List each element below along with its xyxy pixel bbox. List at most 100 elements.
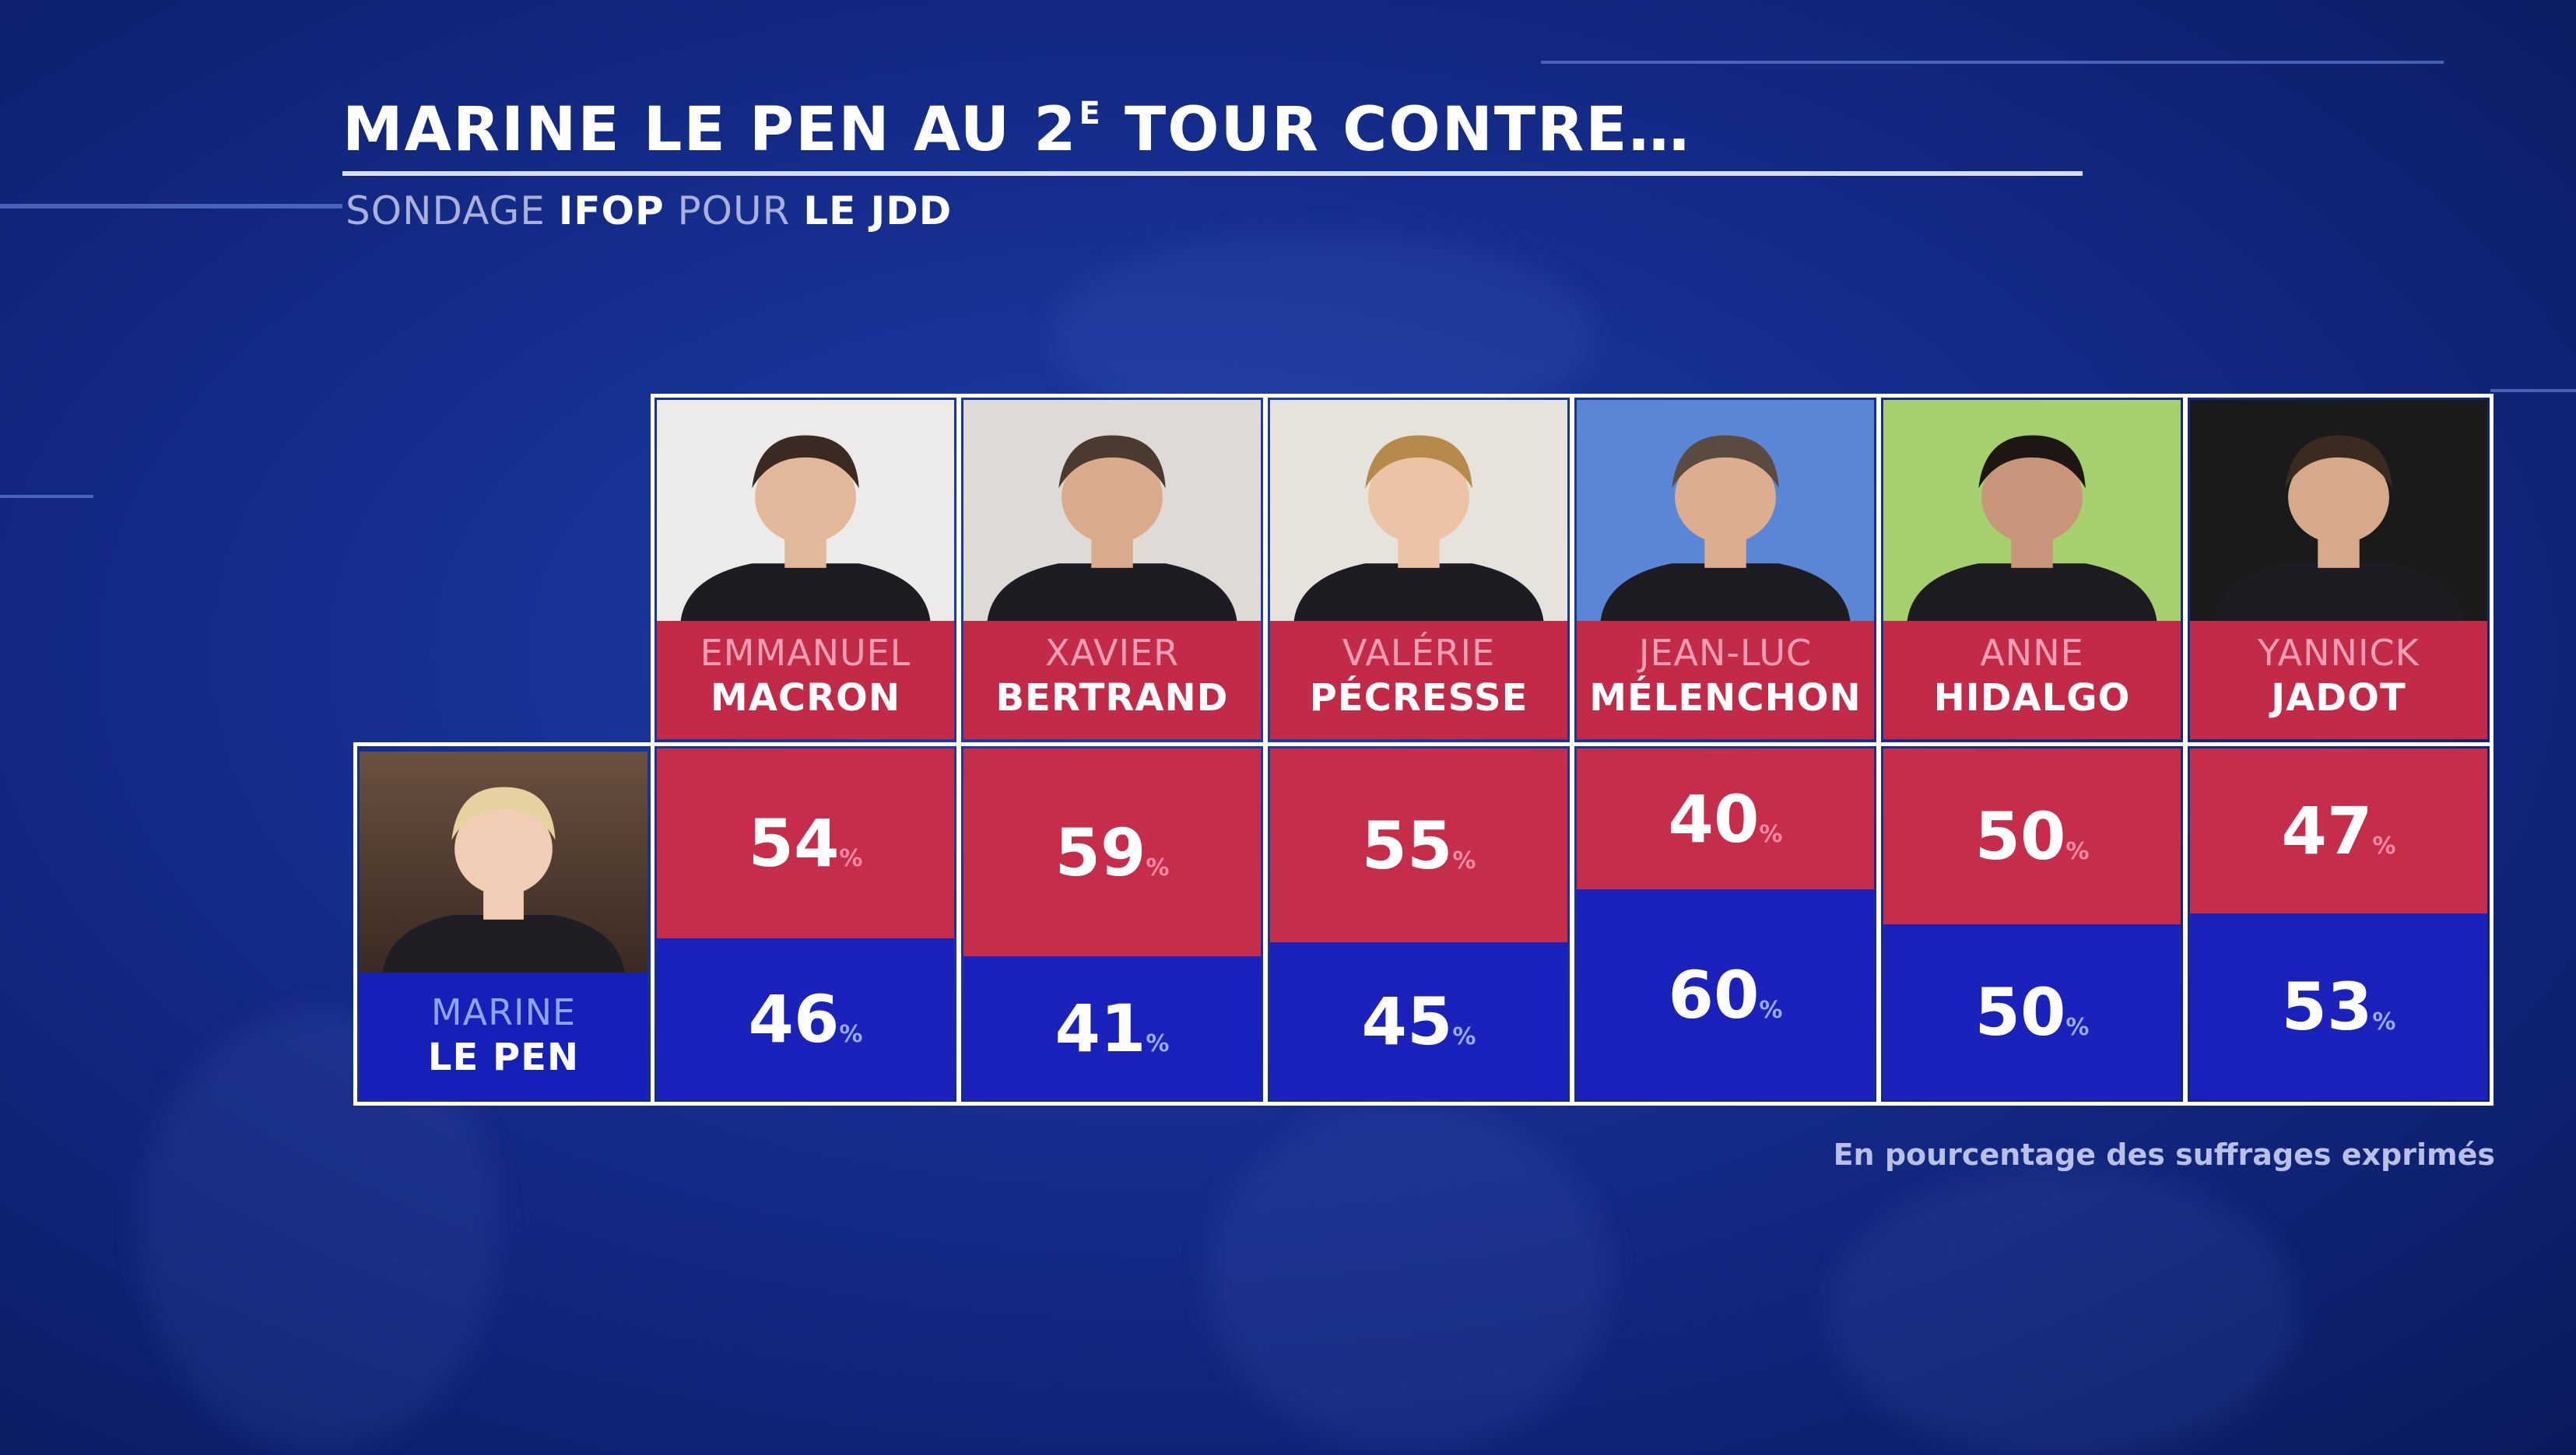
candidate-photo-le-pen bbox=[360, 752, 648, 973]
data-label-opponent-unit: % bbox=[2065, 838, 2090, 865]
candidate-last-name: PÉCRESSE bbox=[1309, 676, 1528, 720]
candidate-photo bbox=[963, 400, 1261, 621]
frame-divider bbox=[956, 394, 961, 1106]
candidate-first-name: ANNE bbox=[1980, 632, 2084, 674]
chart-subtitle: SONDAGE IFOP POUR LE JDD bbox=[346, 188, 952, 233]
candidate-photo bbox=[657, 400, 954, 621]
candidate-name: ANNE HIDALGO bbox=[1883, 621, 2181, 739]
data-label-le-pen: 53% bbox=[2190, 972, 2487, 1057]
data-label-le-pen-number: 46 bbox=[748, 981, 840, 1057]
candidate-last-name: MÉLENCHON bbox=[1589, 676, 1862, 720]
candidate-first-name: EMMANUEL bbox=[700, 632, 911, 674]
background-crowd-shape bbox=[1206, 1105, 1611, 1447]
data-label-opponent: 55% bbox=[1270, 811, 1567, 896]
data-label-le-pen-unit: % bbox=[2065, 1014, 2090, 1041]
subtitle-connector: POUR bbox=[664, 188, 804, 233]
frame-divider bbox=[1876, 394, 1881, 1106]
candidate-name: VALÉRIE PÉCRESSE bbox=[1270, 621, 1567, 739]
candidate-last-name: LE PEN bbox=[427, 1036, 580, 1079]
data-label-opponent-number: 55 bbox=[1361, 807, 1453, 884]
bar-opponent bbox=[2190, 749, 2487, 913]
bar-opponent bbox=[1577, 749, 1874, 889]
data-label-le-pen-number: 45 bbox=[1361, 983, 1453, 1060]
bar-opponent bbox=[1270, 749, 1567, 942]
background-rule-left bbox=[0, 204, 342, 209]
candidate-last-name: BERTRAND bbox=[995, 676, 1229, 720]
candidate-first-name: VALÉRIE bbox=[1342, 632, 1496, 674]
data-label-le-pen: 46% bbox=[657, 984, 954, 1070]
frame-right bbox=[2490, 394, 2494, 1106]
bar-le-pen bbox=[1270, 942, 1567, 1100]
background-crowd-shape bbox=[1829, 1167, 2296, 1455]
data-label-le-pen: 41% bbox=[963, 994, 1261, 1079]
candidate-first-name: YANNICK bbox=[2258, 632, 2420, 674]
data-label-opponent: 50% bbox=[1883, 801, 2181, 887]
candidate-photo bbox=[1883, 400, 2181, 621]
data-label-le-pen-number: 50 bbox=[1974, 974, 2066, 1050]
background-rule-short bbox=[0, 495, 93, 498]
data-label-opponent-number: 50 bbox=[1974, 798, 2066, 875]
data-label-opponent-unit: % bbox=[1759, 820, 1783, 848]
chart-title: MARINE LE PEN AU 2E TOUR CONTRE… bbox=[342, 95, 1690, 165]
data-label-opponent-number: 47 bbox=[2281, 793, 2373, 869]
subtitle-source: IFOP bbox=[558, 188, 665, 233]
data-label-opponent-number: 54 bbox=[748, 805, 840, 882]
frame-bottom bbox=[353, 1102, 2494, 1106]
data-label-opponent-number: 40 bbox=[1668, 780, 1760, 857]
title-main: MARINE LE PEN AU 2 bbox=[342, 95, 1078, 165]
data-label-le-pen-number: 60 bbox=[1668, 956, 1760, 1033]
background-rule-top bbox=[1541, 61, 2444, 64]
data-label-opponent: 54% bbox=[657, 808, 954, 894]
bar-opponent bbox=[1883, 749, 2181, 924]
data-label-le-pen-unit: % bbox=[1452, 1022, 1476, 1050]
bar-le-pen bbox=[1577, 889, 1874, 1100]
data-label-opponent: 47% bbox=[2190, 796, 2487, 882]
data-label-opponent-unit: % bbox=[1146, 854, 1170, 882]
frame-left bbox=[353, 742, 357, 1106]
bar-opponent bbox=[657, 749, 954, 938]
candidate-photo bbox=[1577, 400, 1874, 621]
frame-left-columns bbox=[651, 394, 655, 1106]
candidate-last-name: JADOT bbox=[2271, 676, 2406, 720]
candidate-last-name: HIDALGO bbox=[1933, 676, 2131, 720]
bar-le-pen bbox=[1883, 924, 2181, 1100]
data-label-opponent-unit: % bbox=[1452, 847, 1476, 875]
candidate-name: XAVIER BERTRAND bbox=[963, 621, 1261, 739]
candidate-name: JEAN-LUC MÉLENCHON bbox=[1577, 621, 1874, 739]
data-label-le-pen-number: 41 bbox=[1055, 990, 1146, 1067]
bar-opponent bbox=[963, 749, 1261, 956]
candidate-first-name: JEAN-LUC bbox=[1638, 632, 1813, 674]
frame-divider bbox=[2183, 394, 2188, 1106]
data-label-opponent-unit: % bbox=[839, 845, 863, 872]
title-underline bbox=[342, 171, 2083, 176]
data-label-le-pen-unit: % bbox=[839, 1021, 863, 1048]
data-label-le-pen: 45% bbox=[1270, 987, 1567, 1072]
data-label-opponent-unit: % bbox=[2372, 833, 2396, 860]
frame-divider bbox=[1263, 394, 1268, 1106]
data-label-opponent-number: 59 bbox=[1055, 814, 1146, 891]
bar-le-pen bbox=[657, 938, 954, 1100]
candidate-first-name: XAVIER bbox=[1044, 632, 1180, 674]
candidate-name: YANNICK JADOT bbox=[2190, 621, 2487, 739]
candidate-name-le-pen: MARINE LE PEN bbox=[360, 973, 648, 1100]
candidate-photo bbox=[2190, 400, 2487, 621]
data-label-le-pen-unit: % bbox=[2372, 1008, 2396, 1036]
subtitle-media: LE JDD bbox=[803, 188, 953, 233]
title-superscript: E bbox=[1079, 96, 1102, 131]
frame-divider bbox=[1570, 394, 1574, 1106]
data-label-opponent: 59% bbox=[963, 818, 1261, 903]
candidate-last-name: MACRON bbox=[710, 676, 901, 720]
background-rule-right bbox=[2490, 389, 2576, 392]
frame-mid bbox=[353, 742, 2494, 746]
data-label-le-pen-unit: % bbox=[1759, 996, 1783, 1024]
bar-le-pen bbox=[963, 956, 1261, 1100]
candidate-photo bbox=[1270, 400, 1567, 621]
subtitle-prefix: SONDAGE bbox=[346, 188, 559, 233]
candidate-name: EMMANUEL MACRON bbox=[657, 621, 954, 739]
data-label-le-pen-unit: % bbox=[1146, 1029, 1170, 1057]
data-label-le-pen-number: 53 bbox=[2281, 969, 2373, 1045]
candidate-first-name: MARINE bbox=[430, 991, 577, 1033]
bar-le-pen bbox=[2190, 913, 2487, 1100]
chart-note: En pourcentage des suffrages exprimés bbox=[1833, 1138, 2495, 1172]
